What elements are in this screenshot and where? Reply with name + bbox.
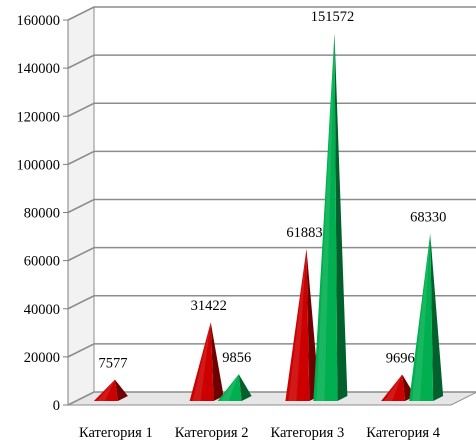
data-label: 9856	[222, 350, 251, 366]
plot-walls	[67, 6, 476, 406]
pyramid-highlight	[288, 248, 307, 401]
gridline	[67, 198, 476, 214]
gridline	[67, 54, 476, 69]
gridline	[67, 150, 476, 166]
y-tick-label: 140000	[17, 61, 61, 77]
pyramid-bar	[217, 374, 252, 401]
data-label: 68330	[410, 209, 446, 225]
data-label: 151572	[311, 9, 355, 25]
gridline	[67, 343, 476, 358]
x-tick-label: Категория 3	[271, 425, 345, 441]
data-label: 31422	[191, 298, 227, 314]
x-tick-label: Категория 4	[366, 425, 440, 441]
y-tick-label: 160000	[17, 13, 61, 29]
gridline	[67, 102, 476, 117]
pyramid-bar	[189, 322, 224, 401]
pyramid-highlight	[316, 33, 335, 401]
y-tick-label: 20000	[24, 350, 60, 366]
pyramid-highlight	[220, 374, 239, 401]
gridlines	[67, 6, 476, 406]
y-axis-ticks: 0 20000 40000 60000 80000 100000 120000 140000 1…	[17, 13, 69, 414]
data-label: 9696	[386, 351, 415, 367]
gridline	[67, 246, 476, 262]
y-tick-label: 80000	[24, 206, 60, 222]
data-label: 61883	[286, 225, 322, 241]
pyramid-side-face	[430, 233, 444, 401]
data-marks	[93, 33, 444, 401]
pyramid-side-face	[114, 379, 128, 401]
pyramid-highlight	[412, 233, 431, 401]
x-tick-label: Категория 2	[175, 425, 249, 441]
pyramid-highlight	[192, 322, 211, 401]
x-axis-ticks: Категория 1 Категория 2 Категория 3 Категор…	[79, 425, 441, 441]
x-tick-label: Категория 1	[79, 425, 153, 441]
pyramid-side-face	[238, 374, 252, 401]
gridline	[67, 391, 476, 406]
pyramid-side-face	[210, 322, 224, 401]
gridline	[67, 6, 476, 21]
pyramid-highlight	[96, 379, 115, 401]
y-tick-label: 120000	[17, 109, 61, 125]
data-labels: 7577 31422 61883 9696 9856 151572 68330	[98, 9, 446, 371]
y-tick-label: 0	[53, 398, 60, 414]
pyramid-bar	[409, 233, 444, 401]
pyramid-highlight	[384, 374, 403, 401]
pyramid-bar	[93, 379, 128, 401]
pyramid-bar	[313, 33, 348, 401]
y-tick-label: 100000	[17, 157, 61, 173]
pyramid-side-face	[334, 33, 348, 401]
y-tick-label: 40000	[24, 302, 60, 318]
data-label: 7577	[98, 356, 127, 372]
y-tick-label: 60000	[24, 254, 60, 270]
gridline	[67, 294, 476, 310]
